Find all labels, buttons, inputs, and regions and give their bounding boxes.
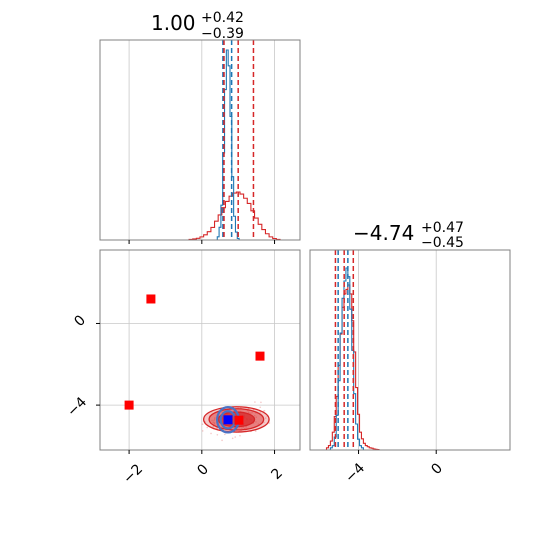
param1-quantile-lines: [222, 40, 255, 240]
joint-sample-point: [206, 426, 208, 429]
joint-x-tick-label: 2: [268, 465, 286, 483]
param1-title-plus: +0.42: [201, 10, 244, 26]
joint-sample-point: [213, 419, 215, 422]
param2-quantile-lines: [334, 250, 355, 450]
joint-sample-point: [201, 430, 204, 432]
joint-sample-point: [264, 417, 267, 419]
joint-x-tick-label: −2: [120, 461, 146, 487]
param1-title-minus: −0.39: [201, 26, 244, 42]
joint-tick-marks: [96, 322, 276, 454]
joint-sample-point: [241, 427, 243, 429]
param2-x-tick-label: −4: [342, 460, 368, 486]
joint-sample-point: [212, 425, 215, 428]
joint-sample-point: [245, 426, 247, 428]
joint-sample-point: [234, 436, 236, 438]
joint-sample-point: [211, 419, 213, 422]
joint-red-marker: [234, 415, 244, 425]
joint-x-tick-label: 0: [194, 461, 212, 479]
joint-sample-point: [268, 422, 271, 424]
joint-sample-point: [239, 434, 241, 437]
joint-sample-point: [221, 439, 223, 442]
joint-sample-point: [253, 414, 256, 417]
param2-title-plus: +0.47: [421, 220, 464, 236]
joint-grid: [100, 250, 300, 450]
joint-sample-point: [255, 421, 257, 423]
joint-sample-point: [247, 411, 250, 413]
joint-sample-point: [201, 423, 204, 426]
param2-grid: [358, 250, 437, 450]
joint-y-tick-label: 0: [71, 312, 89, 330]
joint-blue-marker: [223, 415, 233, 425]
param2-title: −4.74: [353, 221, 414, 245]
param1-grid: [128, 40, 275, 240]
param2-x-tick-label: 0: [428, 460, 446, 478]
param2-red-histogram: [325, 284, 380, 451]
joint-sample-point: [254, 401, 256, 403]
param2-title-minus: −0.45: [421, 235, 464, 251]
joint-sample-point: [259, 406, 262, 409]
joint-sample-point: [212, 421, 214, 423]
joint-sample-point: [221, 411, 223, 413]
joint-red-marker: [124, 400, 134, 410]
joint-sample-point: [231, 437, 234, 440]
param2-tick-marks: [358, 450, 437, 454]
joint-frame: [99, 249, 301, 451]
param2-frame: [309, 249, 511, 451]
param1-title: 1.00: [151, 11, 196, 35]
joint-sample-point: [251, 411, 253, 414]
param1-blue-histogram: [216, 49, 240, 240]
joint-sample-point: [257, 423, 260, 425]
param1-frame: [99, 39, 301, 241]
joint-sample-point: [224, 433, 226, 436]
joint-sample-point: [255, 416, 258, 418]
joint-panel: −2 0 2 0 −4: [64, 249, 301, 487]
joint-sample-point: [213, 421, 216, 424]
param1-histograms: [188, 49, 281, 240]
joint-sample-point: [263, 409, 266, 412]
param1-red-histogram: [188, 191, 281, 240]
joint-sample-point: [210, 432, 212, 435]
joint-sample-point: [213, 418, 216, 420]
param2-histogram-panel: −4.74 +0.47 −0.45 −4 0: [309, 220, 511, 486]
param2-title-value: −4.74: [353, 221, 414, 245]
param1-tick-marks: [128, 240, 276, 244]
joint-markers: [124, 294, 265, 425]
joint-red-marker: [255, 351, 265, 361]
joint-sample-point: [254, 430, 257, 432]
param1-histogram-panel: 1.00 +0.42 −0.39: [99, 10, 301, 244]
joint-sample-point: [249, 412, 252, 415]
joint-sample-point: [260, 401, 262, 404]
joint-sample-point: [213, 423, 216, 425]
joint-sample-point: [214, 417, 216, 419]
joint-y-tick-label: −4: [64, 394, 90, 420]
joint-red-marker: [146, 294, 156, 304]
joint-sample-point: [216, 434, 219, 436]
param1-title-value: 1.00: [151, 11, 196, 35]
